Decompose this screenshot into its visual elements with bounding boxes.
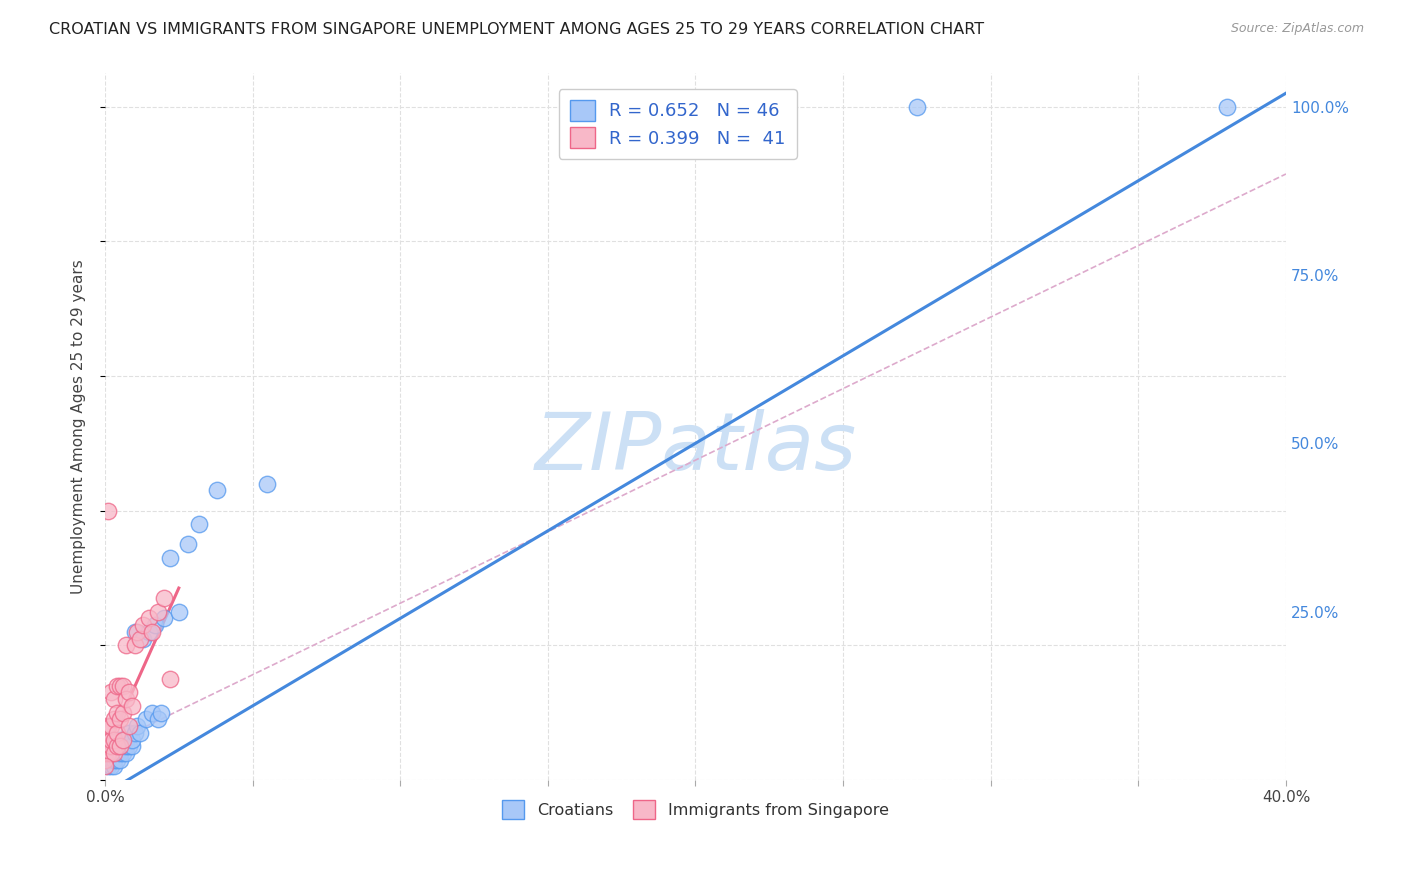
Text: Source: ZipAtlas.com: Source: ZipAtlas.com — [1230, 22, 1364, 36]
Point — [188, 517, 211, 532]
Point — [127, 624, 149, 639]
Point — [100, 746, 122, 760]
Point — [146, 712, 169, 726]
Point — [153, 591, 176, 606]
Point — [105, 753, 128, 767]
Point — [124, 638, 146, 652]
Point — [129, 632, 152, 646]
Point — [100, 739, 122, 754]
Point — [97, 746, 120, 760]
Point — [143, 618, 166, 632]
Point — [159, 550, 181, 565]
Point — [97, 719, 120, 733]
Point — [121, 732, 143, 747]
Point — [127, 719, 149, 733]
Point — [114, 638, 136, 652]
Point — [108, 753, 131, 767]
Point — [129, 726, 152, 740]
Point — [100, 739, 122, 754]
Point — [105, 726, 128, 740]
Point — [94, 746, 117, 760]
Point — [97, 746, 120, 760]
Point — [111, 746, 134, 760]
Point — [124, 726, 146, 740]
Point — [135, 712, 157, 726]
Point — [111, 732, 134, 747]
Point — [97, 739, 120, 754]
Point — [141, 706, 163, 720]
Point — [105, 706, 128, 720]
Point — [105, 746, 128, 760]
Point — [103, 692, 125, 706]
Point — [111, 679, 134, 693]
Point — [103, 746, 125, 760]
Point — [108, 732, 131, 747]
Point — [105, 679, 128, 693]
Point — [97, 732, 120, 747]
Point — [111, 739, 134, 754]
Point — [1216, 100, 1239, 114]
Point — [117, 685, 139, 699]
Point — [105, 739, 128, 754]
Point — [138, 624, 160, 639]
Point — [97, 753, 120, 767]
Legend: Croatians, Immigrants from Singapore: Croatians, Immigrants from Singapore — [496, 794, 896, 825]
Point — [121, 739, 143, 754]
Point — [117, 719, 139, 733]
Point — [153, 611, 176, 625]
Text: CROATIAN VS IMMIGRANTS FROM SINGAPORE UNEMPLOYMENT AMONG AGES 25 TO 29 YEARS COR: CROATIAN VS IMMIGRANTS FROM SINGAPORE UN… — [49, 22, 984, 37]
Point — [100, 732, 122, 747]
Point — [905, 100, 928, 114]
Point — [117, 726, 139, 740]
Point — [114, 739, 136, 754]
Point — [108, 739, 131, 754]
Point — [103, 759, 125, 773]
Point — [132, 618, 155, 632]
Point — [167, 605, 190, 619]
Point — [117, 739, 139, 754]
Point — [103, 732, 125, 747]
Point — [108, 746, 131, 760]
Point — [114, 692, 136, 706]
Point — [100, 759, 122, 773]
Point — [100, 685, 122, 699]
Point — [100, 753, 122, 767]
Point — [108, 679, 131, 693]
Point — [205, 483, 228, 498]
Y-axis label: Unemployment Among Ages 25 to 29 years: Unemployment Among Ages 25 to 29 years — [72, 259, 86, 594]
Point — [176, 537, 198, 551]
Point — [97, 503, 120, 517]
Point — [138, 611, 160, 625]
Point — [159, 672, 181, 686]
Text: ZIPatlas: ZIPatlas — [534, 409, 856, 487]
Point — [94, 753, 117, 767]
Point — [103, 746, 125, 760]
Point — [108, 712, 131, 726]
Point — [150, 706, 173, 720]
Point — [100, 719, 122, 733]
Point — [114, 746, 136, 760]
Point — [105, 739, 128, 754]
Point — [141, 624, 163, 639]
Point — [146, 605, 169, 619]
Point — [103, 753, 125, 767]
Point — [111, 706, 134, 720]
Point — [103, 712, 125, 726]
Point — [121, 698, 143, 713]
Point — [114, 732, 136, 747]
Point — [256, 476, 278, 491]
Point — [94, 759, 117, 773]
Point — [100, 746, 122, 760]
Point — [103, 739, 125, 754]
Point — [124, 624, 146, 639]
Point — [132, 632, 155, 646]
Point — [97, 759, 120, 773]
